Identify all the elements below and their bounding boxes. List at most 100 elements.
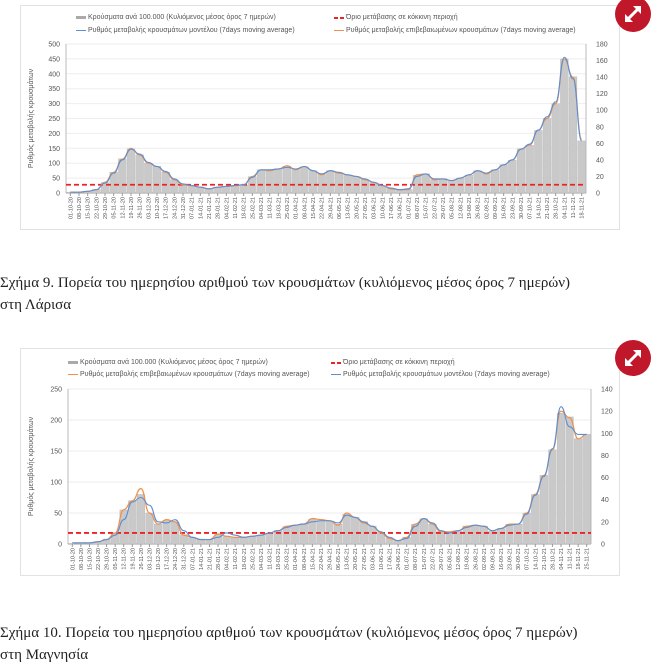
x-tick-label: 22-07-21: [432, 197, 438, 219]
x-tick-label: 10-12-20: [156, 548, 162, 570]
y-right-tick-label: 120: [601, 409, 613, 416]
legend-bars: Κρούσματα ανά 100.000 (Κυλιόμενος μέσος …: [76, 14, 276, 21]
x-tick-label: 08-04-21: [302, 548, 308, 570]
x-tick-label: 09-09-21: [490, 548, 496, 570]
x-tick-label: 27-05-21: [362, 548, 368, 570]
bar: [534, 130, 543, 194]
expand-image-button[interactable]: [615, 340, 651, 376]
x-tick-label: 29-07-21: [441, 197, 447, 219]
bar: [505, 524, 514, 545]
x-tick-label: 11-11-21: [571, 197, 577, 218]
bar: [282, 166, 292, 194]
x-tick-label: 12-11-20: [122, 548, 128, 570]
x-tick-label: 10-06-21: [380, 197, 386, 219]
x-tick-label: 21-10-21: [542, 548, 548, 570]
y-left-tick-label: 250: [48, 116, 60, 123]
bar: [126, 148, 136, 194]
bar: [438, 178, 448, 194]
x-tick-label: 19-08-21: [467, 197, 473, 219]
y-left-tick-label: 0: [58, 542, 62, 549]
bar: [525, 145, 534, 194]
x-tick-label: 14-10-21: [533, 548, 539, 570]
x-tick-label: 06-05-21: [336, 548, 342, 570]
y-left-tick-label: 150: [50, 449, 62, 456]
y-right-tick-label: 40: [596, 157, 604, 164]
x-tick-label: 25-03-21: [285, 548, 291, 570]
bar: [265, 533, 274, 545]
bar: [548, 449, 557, 545]
bar: [291, 525, 300, 545]
legend-bars-label: Κρούσματα ανά 100.000 (Κυλιόμενος μέσος …: [80, 359, 268, 366]
x-tick-label: 04-03-21: [259, 548, 265, 570]
bar: [421, 173, 430, 194]
y-right-tick-label: 120: [596, 91, 608, 98]
y-right-tick-label: 40: [601, 497, 609, 504]
magnesia-chart: 0 50 100 150 200 250 0 20 40 60 80 100 120 140 Ρυθμός …: [20, 348, 620, 576]
expand-image-button[interactable]: [615, 0, 651, 32]
chart-svg: 0 50 100 150 200 250 0 20 40 60 80 100 120 140 Ρυθμός …: [27, 387, 613, 571]
x-tick-label: 31-12-20: [182, 548, 188, 570]
x-tick-label: 28-10-21: [554, 197, 560, 219]
legend-confirmed: Ρυθμός μεταβολής επιβεβαιωμένων κρουσμάτ…: [334, 27, 576, 34]
y-left-tick-label: 100: [50, 480, 62, 487]
y-axis-title: Ρυθμός μεταβολής κρουσμάτων: [27, 416, 35, 516]
bar: [178, 184, 188, 194]
bar: [308, 170, 318, 194]
y-left-tick-label: 250: [50, 387, 62, 394]
y-left-tick-label: 450: [48, 56, 60, 63]
x-tick-label: 16-09-21: [502, 197, 508, 219]
bar: [136, 494, 145, 545]
x-tick-label: 03-12-20: [146, 197, 152, 219]
x-tick-label: 29-07-21: [439, 548, 445, 570]
x-tick-label: 26-11-20: [139, 548, 145, 570]
bar: [230, 185, 240, 194]
x-tick-label: 29-04-21: [328, 548, 334, 570]
y-axis-title: Ρυθμός μεταβολής κρουσμάτων: [27, 68, 35, 168]
x-tick-label: 04-02-21: [224, 197, 230, 219]
caption-line-2: στη Λάρισα: [0, 297, 72, 313]
legend-threshold-label: Όριο μετάβασης σε κόκκινη περιοχή: [343, 359, 455, 366]
x-tick-label: 18-11-21: [580, 197, 586, 219]
bar: [556, 413, 566, 545]
x-tick-label: 22-10-20: [94, 197, 100, 219]
x-tick-label: 25-11-21: [585, 548, 591, 570]
x-tick-label: 28-01-21: [216, 548, 222, 570]
x-tick-label: 08-07-21: [413, 548, 419, 570]
y-right-tick-label: 60: [601, 475, 609, 482]
bar: [479, 525, 488, 545]
bar: [231, 537, 240, 545]
bar: [152, 166, 162, 194]
x-tick-label: 01-04-21: [294, 197, 300, 219]
chart-svg: 0 50 100 150 200 250 300 350 400 450 500 0 20 40 60 80 1…: [27, 42, 608, 220]
bar: [490, 169, 500, 194]
bar: [542, 118, 552, 194]
x-tick-label: 28-01-21: [216, 197, 222, 219]
x-tick-label: 21-01-21: [207, 548, 213, 570]
x-tick-label: 07-10-21: [525, 548, 531, 570]
x-tick-label: 15-04-21: [310, 548, 316, 570]
x-tick-label: 14-10-21: [536, 197, 542, 219]
bar: [153, 524, 163, 545]
y-left-tick-label: 200: [48, 131, 60, 138]
bar: [239, 184, 248, 194]
expand-arrows-icon: [625, 6, 641, 22]
x-tick-label: 25-02-21: [250, 197, 256, 219]
x-tick-label: 17-06-21: [389, 197, 395, 219]
model-series-line: [70, 56, 583, 193]
x-tick-label: 12-08-21: [456, 548, 462, 570]
x-tick-label: 18-02-21: [242, 548, 248, 570]
y-left-tick-label: 50: [52, 176, 60, 183]
x-tick-label: 27-05-21: [363, 197, 369, 219]
legend-confirmed: Ρυθμός μεταβολής επιβεβαιωμένων κρουσμάτ…: [68, 371, 310, 378]
x-tick-label: 29-10-20: [105, 548, 111, 570]
bar: [522, 512, 531, 545]
bar: [514, 524, 523, 545]
bar: [205, 539, 214, 545]
y-left-tick-label: 150: [48, 146, 60, 153]
x-tick-label: 01-07-21: [405, 548, 411, 570]
bar: [222, 536, 231, 545]
x-tick-label: 20-05-21: [353, 548, 359, 570]
y-right-tick-label: 140: [596, 75, 608, 82]
x-tick-label: 29-10-20: [103, 197, 109, 219]
y-right-tick-label: 160: [596, 58, 608, 65]
